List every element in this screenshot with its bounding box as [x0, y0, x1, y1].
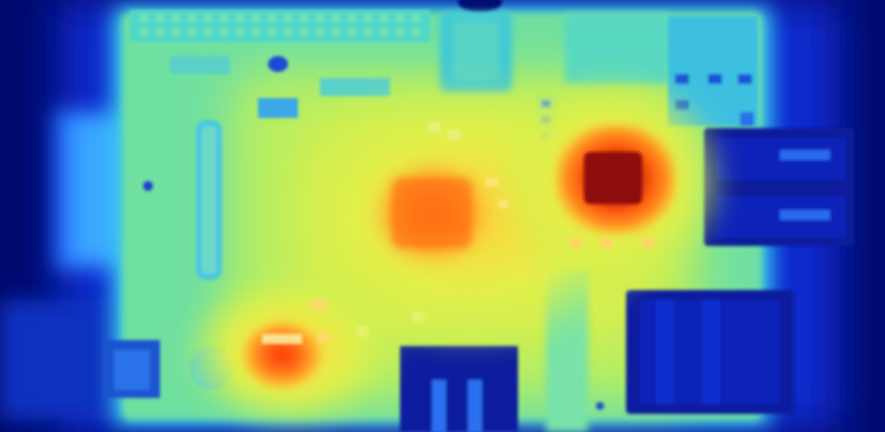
hotspot-soc-core — [584, 152, 642, 204]
left-components — [143, 56, 390, 280]
hotspot-regulator — [242, 321, 322, 389]
usb-connector — [704, 128, 854, 246]
hotspot-regulator-cap — [262, 334, 302, 344]
ethernet-jack — [626, 290, 794, 414]
bottom-connector — [400, 346, 518, 432]
small-components — [310, 122, 654, 410]
hotspot-center-chip-core — [392, 178, 472, 248]
gpio-header — [130, 10, 430, 42]
top-connector — [440, 0, 670, 92]
